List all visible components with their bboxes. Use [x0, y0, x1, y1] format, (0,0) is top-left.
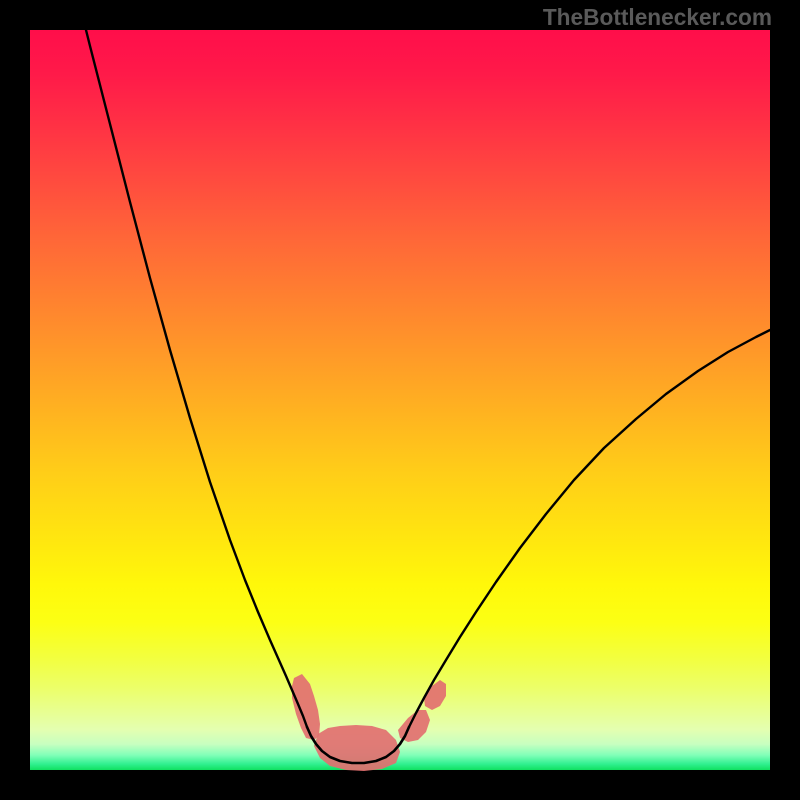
watermark-text: TheBottlenecker.com	[543, 4, 772, 31]
chart-curves	[30, 30, 770, 770]
bottleneck-chart	[30, 30, 770, 770]
canvas: TheBottlenecker.com	[0, 0, 800, 800]
